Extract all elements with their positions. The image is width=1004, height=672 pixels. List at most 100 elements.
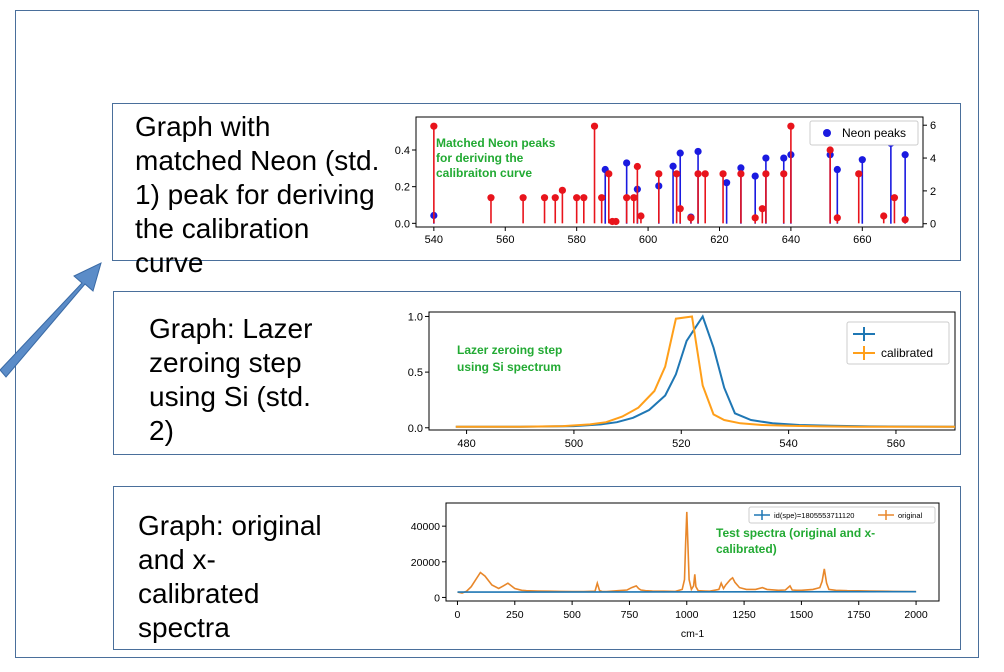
stem-point	[901, 216, 909, 224]
stem-point	[762, 154, 770, 162]
neon-peaks-chart: 540 560 580 600 620 640 660 0.0 0.2 0.4 0 2 4 6 Matche…	[395, 116, 936, 246]
plot-frame	[428, 311, 956, 431]
x-tick-label: 660	[853, 234, 871, 246]
x-tick-label: 250	[506, 609, 524, 621]
y-tick-left-label: 0.4	[395, 145, 410, 157]
stem-point	[637, 212, 645, 220]
stem-point	[780, 154, 788, 162]
stem-point	[676, 205, 684, 213]
legend-marker	[823, 129, 831, 137]
stem-point	[890, 194, 899, 202]
x-tick-label: 560	[496, 234, 514, 246]
x-tick-label: 640	[782, 234, 800, 246]
legend-label: Neon peaks	[842, 126, 906, 140]
y-tick-label: 1.0	[408, 311, 423, 323]
stem-point	[701, 170, 709, 178]
stem-point	[780, 170, 788, 178]
y-tick-left-label: 0.0	[395, 218, 410, 230]
y-tick-label: 0.5	[408, 367, 423, 379]
stem-point	[655, 170, 663, 178]
stem-point	[751, 214, 759, 222]
y-tick-label: 40000	[411, 521, 440, 533]
annotation-text: calibrated)	[716, 542, 777, 556]
si-zeroing-chart: 480 500 520 540 560 0.0 0.5 1.0 Lazer zeroing st…	[408, 311, 956, 450]
stem-point	[858, 156, 866, 164]
panel-spectra: Graph: original and x- calibrated spectr…	[113, 486, 961, 650]
stem-point	[633, 162, 641, 171]
x-tick-label: 750	[621, 609, 639, 621]
stem-point	[430, 122, 438, 130]
x-tick-label: 1000	[675, 609, 699, 621]
x-tick-label: 1250	[732, 609, 756, 621]
y-tick-right-label: 0	[930, 219, 936, 231]
annotation-text: Lazer zeroing step	[457, 343, 562, 357]
stem-point	[694, 170, 702, 178]
stem-point	[723, 179, 731, 187]
panel-spectra-label: Graph: original and x- calibrated spectr…	[138, 510, 322, 643]
x-tick-label: 480	[457, 438, 475, 450]
stem-point	[580, 194, 588, 202]
stem-point	[855, 170, 863, 178]
stem-point	[540, 194, 549, 202]
y-tick-right-label: 6	[930, 120, 936, 132]
stem-point	[605, 170, 613, 178]
panel-si-label: Graph: Lazer zeroing step using Si (std.…	[149, 313, 313, 446]
stem-point	[590, 122, 599, 130]
x-tick-label: 500	[563, 609, 581, 621]
stem-point	[551, 194, 559, 202]
x-tick-label: 600	[639, 234, 657, 246]
stem-point	[833, 214, 841, 222]
legend-label: calibrated	[881, 346, 933, 360]
x-tick-label: 1500	[790, 609, 814, 621]
stem-point	[737, 164, 745, 172]
y-tick-label: 0.0	[408, 423, 423, 435]
stem-point	[880, 212, 888, 220]
stem-point	[630, 194, 638, 202]
series-line	[457, 511, 917, 594]
plot-frame	[415, 116, 924, 228]
y-tick-right-label: 2	[930, 186, 936, 198]
x-tick-label: 2000	[904, 609, 928, 621]
x-tick-label: 500	[565, 438, 583, 450]
x-tick-label: 520	[672, 438, 690, 450]
stem-point	[719, 170, 727, 178]
x-tick-label: 1750	[847, 609, 871, 621]
stem-point	[598, 194, 606, 202]
y-tick-label: 20000	[411, 557, 440, 569]
panel-si: Graph: Lazer zeroing step using Si (std.…	[113, 291, 961, 455]
slide-frame	[15, 10, 979, 658]
x-axis-label: cm-1	[681, 628, 704, 640]
stem-point	[826, 146, 834, 154]
stem-point	[487, 194, 495, 202]
legend-box	[809, 120, 919, 146]
stem-point	[901, 151, 909, 159]
y-tick-right-label: 4	[930, 153, 936, 165]
stem-point	[758, 205, 766, 213]
legend-label: original	[898, 511, 923, 520]
test-spectra-chart: 0 250 500 750 1000 1250 1500 1750 20000200004000…	[411, 502, 940, 640]
series-line	[455, 315, 955, 428]
stem-point	[751, 172, 759, 180]
stem-point	[558, 186, 566, 194]
annotation-text: Matched Neon peaks	[436, 136, 556, 150]
x-tick-label: 620	[710, 234, 728, 246]
annotation-text: using Si spectrum	[457, 360, 561, 374]
annotation-text: for deriving the	[436, 151, 524, 165]
stem-point	[623, 159, 631, 167]
stem-point	[669, 162, 677, 170]
x-tick-label: 540	[779, 438, 797, 450]
x-tick-label: 540	[425, 234, 443, 246]
legend-label: id(spe)=1805553711120	[774, 511, 854, 520]
annotation-text: Test spectra (original and x-	[716, 526, 875, 540]
y-tick-label: 0	[434, 592, 440, 604]
x-tick-label: 0	[455, 609, 461, 621]
stem-point	[787, 122, 795, 130]
stem-point	[612, 217, 620, 226]
stem-point	[737, 170, 745, 178]
x-tick-label: 560	[887, 438, 905, 450]
stem-point	[676, 149, 684, 157]
stem-point	[687, 214, 695, 222]
y-tick-left-label: 0.2	[395, 182, 410, 194]
stem-point	[573, 194, 581, 202]
x-tick-label: 580	[567, 234, 585, 246]
